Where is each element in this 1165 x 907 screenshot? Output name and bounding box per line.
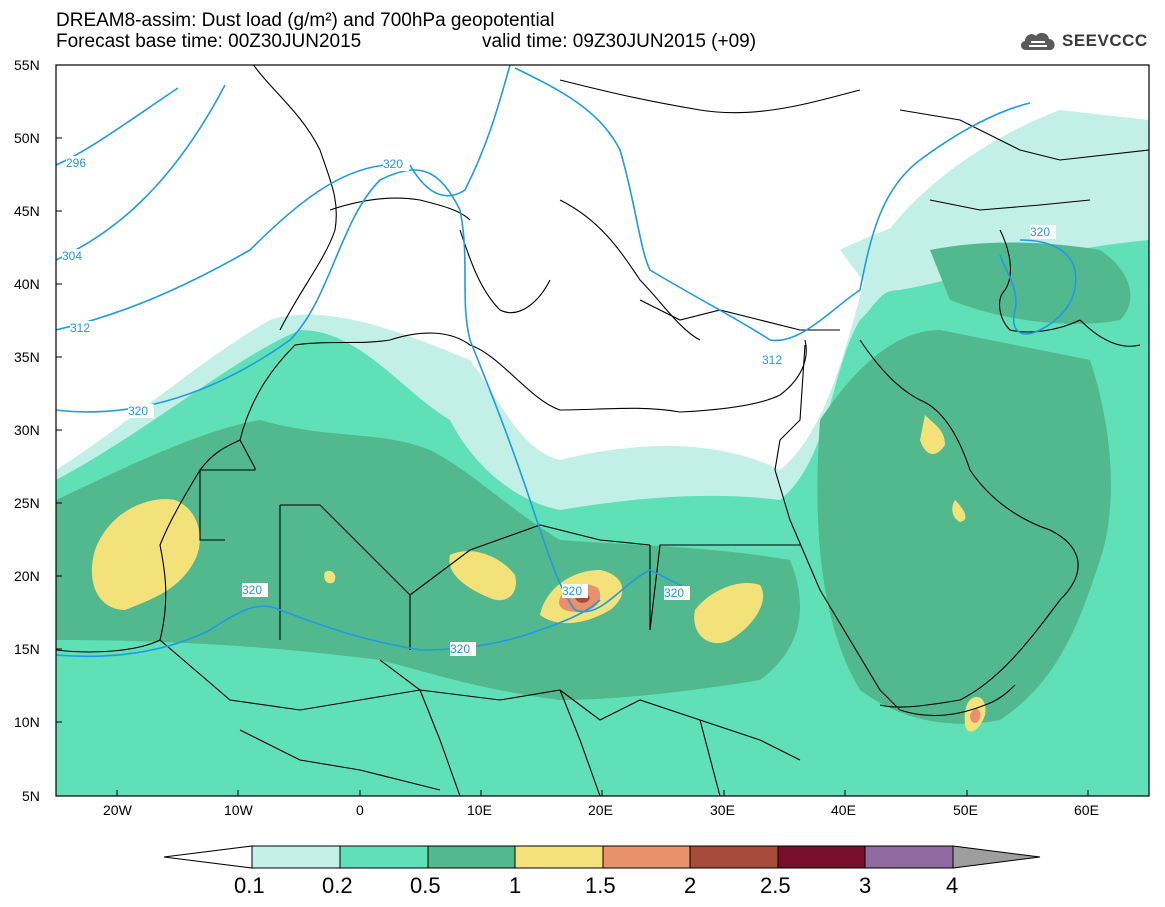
lon-label: 10W [224, 802, 254, 818]
contour-label: 320 [383, 157, 403, 171]
lat-label: 10N [14, 714, 40, 730]
colorbar [163, 845, 1041, 869]
forecast-base-time: Forecast base time: 00Z30JUN2015 [56, 31, 362, 52]
contour-label: 296 [66, 156, 86, 170]
lat-label: 30N [14, 422, 40, 438]
lon-label: 0 [356, 802, 364, 818]
lat-labels: 55N 50N 45N 40N 35N 30N 25N 20N 15N 10N … [14, 57, 40, 804]
colorbar-swatch [689, 845, 779, 869]
contour-label: 320 [664, 586, 684, 600]
colorbar-label: 0.2 [322, 873, 353, 898]
dust-level-0.5 [56, 242, 1131, 724]
lon-label: 20E [588, 802, 613, 818]
colorbar-swatch [339, 845, 429, 869]
colorbar-label: 0.5 [410, 873, 441, 898]
colorbar-label: 1.5 [585, 873, 616, 898]
lat-label: 40N [14, 276, 40, 292]
lon-label: 30E [710, 802, 735, 818]
colorbar-label: 3 [859, 873, 871, 898]
colorbar-label: 4 [946, 873, 958, 898]
colorbar-swatch [514, 845, 604, 869]
colorbar-swatch [251, 845, 341, 869]
lon-label: 60E [1074, 802, 1099, 818]
lon-labels: 20W 10W 0 10E 20E 30E 40E 50E 60E [103, 802, 1099, 818]
contour-labels: 296 304 312 320 320 320 320 320 320 320 … [62, 156, 1056, 656]
colorbar-max-arrow [952, 845, 1041, 869]
coastlines [56, 65, 1149, 796]
lat-label: 45N [14, 203, 40, 219]
contour-label: 320 [128, 404, 148, 418]
contour-label: 320 [1030, 225, 1050, 239]
lon-label: 40E [831, 802, 856, 818]
lat-label: 20N [14, 568, 40, 584]
colorbar-swatch [602, 845, 691, 869]
colorbar-label: 0.1 [234, 873, 265, 898]
logo-text: SEEVCCC [1062, 31, 1148, 50]
contour-label: 304 [62, 249, 82, 263]
lat-label: 25N [14, 495, 40, 511]
seevccc-logo: SEEVCCC [1018, 26, 1148, 56]
lon-label: 10E [467, 802, 492, 818]
valid-time: valid time: 09Z30JUN2015 (+09) [482, 31, 757, 52]
colorbar-swatch [427, 845, 516, 869]
lat-axis [56, 64, 62, 797]
lat-label: 5N [22, 788, 40, 804]
lat-label: 35N [14, 349, 40, 365]
colorbar-label: 1 [509, 873, 521, 898]
contour-label: 320 [450, 642, 470, 656]
lat-label: 15N [14, 641, 40, 657]
lon-label: 50E [953, 802, 978, 818]
contour-label: 312 [762, 353, 782, 367]
map-header: DREAM8-assim: Dust load (g/m²) and 700hP… [56, 10, 756, 52]
colorbar-swatch [777, 845, 866, 869]
colorbar-label: 2.5 [760, 873, 791, 898]
colorbar-label: 2 [684, 873, 696, 898]
lat-label: 50N [14, 130, 40, 146]
colorbar-min-arrow [163, 845, 253, 869]
cloud-icon [1020, 32, 1055, 50]
contour-label: 312 [70, 321, 90, 335]
contour-label: 320 [562, 584, 582, 598]
lat-label: 55N [14, 57, 40, 73]
contour-label: 320 [242, 583, 262, 597]
map-title: DREAM8-assim: Dust load (g/m²) and 700hP… [56, 10, 555, 31]
colorbar-swatch [864, 845, 954, 869]
lon-axis [116, 790, 1089, 796]
colorbar-labels: 0.1 0.2 0.5 1 1.5 2 2.5 3 4 [234, 873, 958, 898]
dust-level-1 [91, 415, 986, 732]
lon-label: 20W [103, 802, 133, 818]
